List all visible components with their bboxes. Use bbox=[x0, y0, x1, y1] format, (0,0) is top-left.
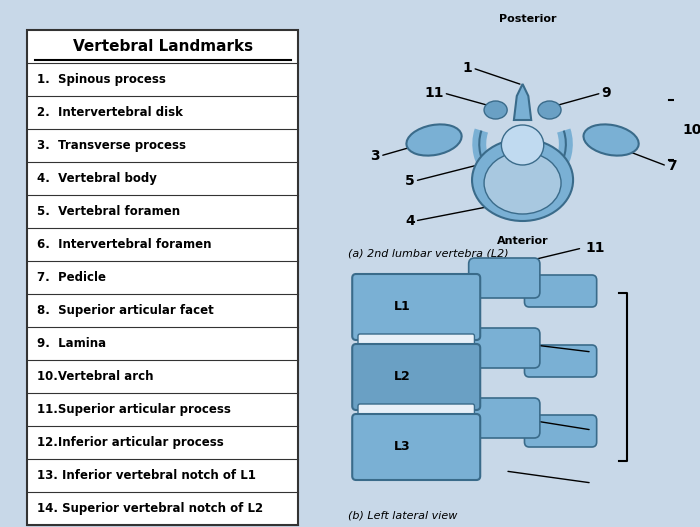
Text: L2: L2 bbox=[393, 370, 410, 384]
Text: 9.  Lamina: 9. Lamina bbox=[36, 337, 106, 350]
FancyBboxPatch shape bbox=[524, 345, 596, 377]
Text: 7.  Pedicle: 7. Pedicle bbox=[36, 271, 106, 284]
Text: 2.  Intervertebral disk: 2. Intervertebral disk bbox=[36, 106, 183, 119]
Text: (a) 2nd lumbar vertebra (L2): (a) 2nd lumbar vertebra (L2) bbox=[349, 248, 509, 258]
Text: 9: 9 bbox=[601, 86, 611, 100]
Text: Vertebral Landmarks: Vertebral Landmarks bbox=[73, 39, 253, 54]
Ellipse shape bbox=[584, 124, 638, 155]
Polygon shape bbox=[514, 84, 531, 120]
Ellipse shape bbox=[484, 101, 508, 119]
Text: 5.  Vertebral foramen: 5. Vertebral foramen bbox=[36, 205, 180, 218]
Text: Anterior: Anterior bbox=[497, 236, 548, 246]
Text: 11: 11 bbox=[585, 241, 605, 255]
Text: (b) Left lateral view: (b) Left lateral view bbox=[349, 510, 458, 520]
Ellipse shape bbox=[538, 101, 561, 119]
Text: 5: 5 bbox=[405, 174, 415, 188]
Text: 13. Inferior vertebral notch of L1: 13. Inferior vertebral notch of L1 bbox=[36, 469, 256, 482]
Text: 4: 4 bbox=[405, 214, 415, 228]
Text: 10: 10 bbox=[682, 123, 700, 137]
Text: 3: 3 bbox=[370, 149, 380, 163]
Text: 7: 7 bbox=[667, 159, 676, 173]
Text: 12.Inferior articular process: 12.Inferior articular process bbox=[36, 436, 223, 449]
Text: 1: 1 bbox=[463, 61, 473, 75]
Text: L1: L1 bbox=[393, 300, 410, 314]
FancyBboxPatch shape bbox=[524, 415, 596, 447]
FancyBboxPatch shape bbox=[352, 414, 480, 480]
FancyBboxPatch shape bbox=[469, 398, 540, 438]
FancyBboxPatch shape bbox=[469, 328, 540, 368]
Ellipse shape bbox=[472, 139, 573, 221]
Bar bbox=[27, 30, 298, 525]
Text: 6.  Intervertebral foramen: 6. Intervertebral foramen bbox=[36, 238, 211, 251]
FancyBboxPatch shape bbox=[469, 258, 540, 298]
Text: 11.Superior articular process: 11.Superior articular process bbox=[36, 403, 230, 416]
Text: 4.  Vertebral body: 4. Vertebral body bbox=[36, 172, 156, 185]
FancyBboxPatch shape bbox=[352, 344, 480, 410]
FancyBboxPatch shape bbox=[352, 274, 480, 340]
FancyBboxPatch shape bbox=[358, 334, 475, 350]
Text: 14. Superior vertebral notch of L2: 14. Superior vertebral notch of L2 bbox=[36, 502, 262, 515]
Ellipse shape bbox=[484, 152, 561, 214]
Text: 10.Vertebral arch: 10.Vertebral arch bbox=[36, 370, 153, 383]
Text: Posterior: Posterior bbox=[498, 14, 556, 24]
FancyBboxPatch shape bbox=[358, 404, 475, 420]
Text: L3: L3 bbox=[393, 441, 410, 454]
Ellipse shape bbox=[407, 124, 461, 155]
Text: 8.  Superior articular facet: 8. Superior articular facet bbox=[36, 304, 214, 317]
Ellipse shape bbox=[501, 125, 544, 165]
FancyBboxPatch shape bbox=[524, 275, 596, 307]
Text: 3.  Transverse process: 3. Transverse process bbox=[36, 139, 186, 152]
Text: 1.  Spinous process: 1. Spinous process bbox=[36, 73, 165, 86]
Text: 11: 11 bbox=[424, 86, 444, 100]
